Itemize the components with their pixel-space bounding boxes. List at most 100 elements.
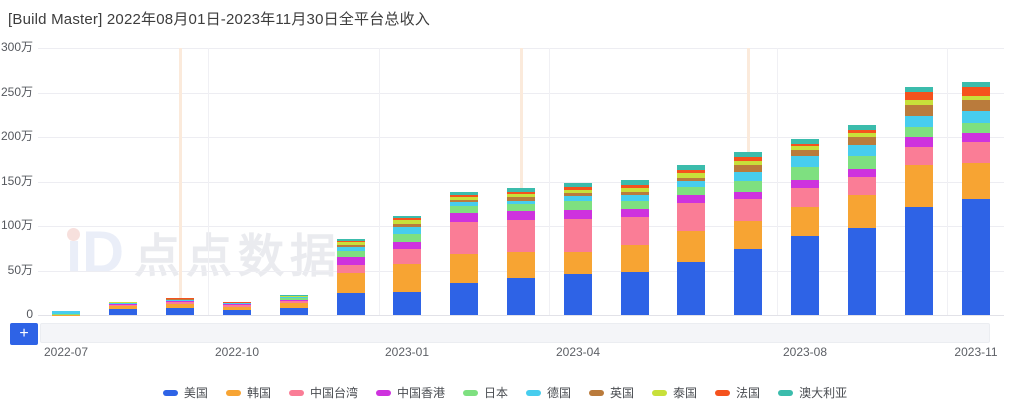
bar-segment[interactable] xyxy=(450,202,478,207)
bar-segment[interactable] xyxy=(507,200,535,205)
bar-segment[interactable] xyxy=(109,304,137,305)
zoom-in-button[interactable]: + xyxy=(10,323,38,345)
bar-segment[interactable] xyxy=(280,298,308,300)
bar-segment[interactable] xyxy=(905,87,933,92)
bar-segment[interactable] xyxy=(621,208,649,217)
bar-segment[interactable] xyxy=(734,165,762,173)
bar-segment[interactable] xyxy=(905,164,933,208)
bar-segment[interactable] xyxy=(621,184,649,188)
bar-segment[interactable] xyxy=(791,207,819,236)
bar-segment[interactable] xyxy=(564,192,592,197)
bar-segment[interactable] xyxy=(393,218,421,221)
bar-segment[interactable] xyxy=(621,216,649,245)
stacked-bar-2023-09[interactable] xyxy=(848,125,876,315)
bar-segment[interactable] xyxy=(621,271,649,315)
bar-segment[interactable] xyxy=(962,99,990,112)
bar-segment[interactable] xyxy=(848,129,876,134)
bar-segment[interactable] xyxy=(166,299,194,301)
legend-item-德国[interactable]: 德国 xyxy=(526,384,571,401)
bar-segment[interactable] xyxy=(791,235,819,315)
stacked-bar-2023-08[interactable] xyxy=(791,138,819,315)
bar-segment[interactable] xyxy=(734,191,762,200)
bar-segment[interactable] xyxy=(621,244,649,272)
bar-segment[interactable] xyxy=(337,240,365,243)
bar-segment[interactable] xyxy=(621,180,649,185)
bar-segment[interactable] xyxy=(450,253,478,283)
bar-segment[interactable] xyxy=(962,111,990,124)
bar-segment[interactable] xyxy=(677,180,705,187)
stacked-bar-2023-02[interactable] xyxy=(450,191,478,315)
legend-item-英国[interactable]: 英国 xyxy=(589,384,634,401)
bar-segment[interactable] xyxy=(280,300,308,304)
bar-segment[interactable] xyxy=(450,196,478,200)
bar-segment[interactable] xyxy=(337,242,365,245)
bar-segment[interactable] xyxy=(905,91,933,100)
bar-segment[interactable] xyxy=(393,248,421,265)
bar-segment[interactable] xyxy=(791,143,819,146)
bar-segment[interactable] xyxy=(962,95,990,100)
bar-segment[interactable] xyxy=(905,105,933,117)
bar-segment[interactable] xyxy=(564,274,592,315)
bar-segment[interactable] xyxy=(677,195,705,203)
bar-segment[interactable] xyxy=(337,293,365,315)
stacked-bar-2023-11[interactable] xyxy=(962,81,990,315)
bar-segment[interactable] xyxy=(450,191,478,195)
bar-segment[interactable] xyxy=(507,219,535,252)
bar-segment[interactable] xyxy=(450,282,478,315)
bar-segment[interactable] xyxy=(848,227,876,315)
bar-segment[interactable] xyxy=(962,163,990,200)
stacked-bar-2022-12[interactable] xyxy=(337,238,365,315)
bar-segment[interactable] xyxy=(507,191,535,194)
bar-segment[interactable] xyxy=(507,193,535,198)
bar-segment[interactable] xyxy=(223,309,251,315)
bar-segment[interactable] xyxy=(337,256,365,266)
bar-segment[interactable] xyxy=(109,306,137,310)
bar-segment[interactable] xyxy=(734,172,762,182)
bar-segment[interactable] xyxy=(280,296,308,299)
bar-segment[interactable] xyxy=(223,304,251,307)
bar-segment[interactable] xyxy=(507,277,535,315)
bar-segment[interactable] xyxy=(734,157,762,162)
bar-segment[interactable] xyxy=(564,219,592,252)
bar-segment[interactable] xyxy=(677,186,705,196)
bar-segment[interactable] xyxy=(791,138,819,144)
bar-segment[interactable] xyxy=(791,180,819,189)
bar-segment[interactable] xyxy=(621,195,649,201)
stacked-bar-2022-08[interactable] xyxy=(109,301,137,315)
bar-segment[interactable] xyxy=(848,156,876,169)
bar-segment[interactable] xyxy=(337,251,365,257)
bar-segment[interactable] xyxy=(962,81,990,88)
bar-segment[interactable] xyxy=(848,145,876,157)
bar-segment[interactable] xyxy=(905,99,933,106)
bar-segment[interactable] xyxy=(564,251,592,275)
bar-segment[interactable] xyxy=(677,202,705,232)
stacked-bar-2023-05[interactable] xyxy=(621,180,649,315)
bar-segment[interactable] xyxy=(848,168,876,178)
bar-segment[interactable] xyxy=(848,133,876,138)
bar-segment[interactable] xyxy=(280,299,308,301)
bar-segment[interactable] xyxy=(848,194,876,228)
bar-segment[interactable] xyxy=(109,304,137,307)
bar-segment[interactable] xyxy=(734,248,762,315)
bar-segment[interactable] xyxy=(393,233,421,242)
stacked-bar-2023-06[interactable] xyxy=(677,165,705,315)
bar-segment[interactable] xyxy=(166,302,194,304)
bar-segment[interactable] xyxy=(677,178,705,181)
bar-segment[interactable] xyxy=(905,207,933,315)
bar-segment[interactable] xyxy=(450,221,478,254)
bar-segment[interactable] xyxy=(450,194,478,197)
bar-segment[interactable] xyxy=(337,265,365,273)
bar-segment[interactable] xyxy=(109,309,137,315)
legend-item-日本[interactable]: 日本 xyxy=(462,384,508,401)
bar-segment[interactable] xyxy=(791,145,819,150)
bar-segment[interactable] xyxy=(677,231,705,262)
bar-segment[interactable] xyxy=(564,182,592,188)
bar-segment[interactable] xyxy=(223,306,251,310)
bar-segment[interactable] xyxy=(393,264,421,292)
bar-segment[interactable] xyxy=(905,146,933,165)
bar-segment[interactable] xyxy=(848,177,876,195)
bar-segment[interactable] xyxy=(450,206,478,214)
bar-segment[interactable] xyxy=(962,141,990,164)
bar-segment[interactable] xyxy=(337,244,365,247)
bar-segment[interactable] xyxy=(507,197,535,201)
